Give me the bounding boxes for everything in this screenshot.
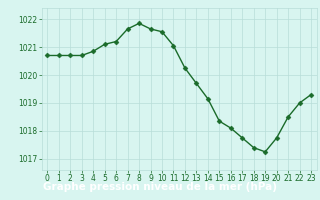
- Text: Graphe pression niveau de la mer (hPa): Graphe pression niveau de la mer (hPa): [43, 182, 277, 192]
